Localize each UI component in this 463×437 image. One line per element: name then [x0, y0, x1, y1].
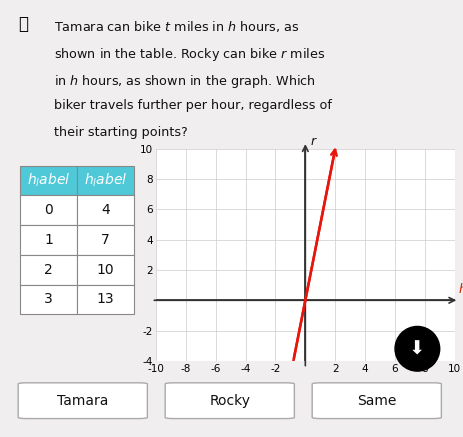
Text: their starting points?: their starting points? — [54, 126, 187, 139]
FancyBboxPatch shape — [77, 195, 134, 225]
FancyBboxPatch shape — [77, 166, 134, 195]
Text: 10: 10 — [97, 263, 114, 277]
Text: shown in the table. Rocky can bike $r$ miles: shown in the table. Rocky can bike $r$ m… — [54, 46, 325, 63]
Text: 13: 13 — [97, 292, 114, 306]
Text: 3: 3 — [44, 292, 53, 306]
FancyBboxPatch shape — [77, 255, 134, 284]
Text: ⬇: ⬇ — [405, 335, 428, 363]
Text: 0: 0 — [44, 203, 53, 217]
FancyBboxPatch shape — [20, 225, 77, 255]
Text: $r$: $r$ — [309, 135, 317, 148]
Text: ${h_label}$: ${h_label}$ — [84, 172, 127, 189]
Text: Tamara: Tamara — [57, 394, 108, 408]
FancyBboxPatch shape — [20, 195, 77, 225]
Text: $h$: $h$ — [457, 282, 463, 296]
FancyBboxPatch shape — [20, 284, 77, 314]
Text: 4: 4 — [101, 203, 110, 217]
Text: Tamara can bike $t$ miles in $h$ hours, as: Tamara can bike $t$ miles in $h$ hours, … — [54, 19, 299, 35]
Text: 🔊: 🔊 — [18, 15, 28, 33]
FancyBboxPatch shape — [77, 284, 134, 314]
Text: 2: 2 — [44, 263, 53, 277]
FancyBboxPatch shape — [77, 225, 134, 255]
Text: Rocky: Rocky — [209, 394, 250, 408]
FancyBboxPatch shape — [18, 383, 147, 419]
Text: ${h_label}$: ${h_label}$ — [27, 172, 70, 189]
Text: in $h$ hours, as shown in the graph. Which: in $h$ hours, as shown in the graph. Whi… — [54, 73, 315, 90]
FancyBboxPatch shape — [20, 255, 77, 284]
Text: ⬇: ⬇ — [408, 339, 425, 358]
Text: Same: Same — [357, 394, 395, 408]
FancyBboxPatch shape — [165, 383, 294, 419]
Text: biker travels further per hour, regardless of: biker travels further per hour, regardle… — [54, 99, 331, 112]
FancyBboxPatch shape — [312, 383, 440, 419]
Text: 1: 1 — [44, 233, 53, 247]
FancyBboxPatch shape — [20, 166, 77, 195]
Text: 7: 7 — [101, 233, 110, 247]
